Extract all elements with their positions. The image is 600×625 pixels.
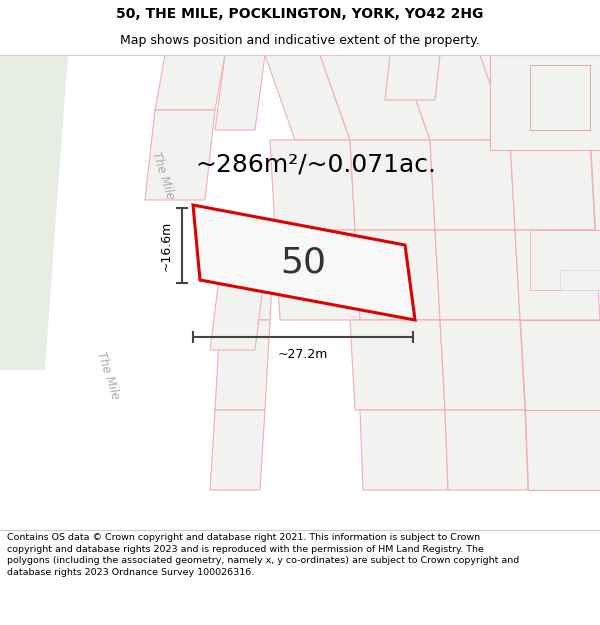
Text: Contains OS data © Crown copyright and database right 2021. This information is : Contains OS data © Crown copyright and d… [7,533,520,578]
Polygon shape [560,270,600,290]
Text: ~286m²/~0.071ac.: ~286m²/~0.071ac. [195,153,436,177]
Polygon shape [440,320,525,410]
Polygon shape [210,410,265,490]
Polygon shape [515,230,600,320]
Polygon shape [490,55,600,150]
Polygon shape [210,230,270,350]
Text: The Mile: The Mile [94,349,122,401]
Polygon shape [560,55,600,140]
Polygon shape [520,320,600,410]
Polygon shape [220,230,275,320]
Polygon shape [270,140,355,230]
Polygon shape [110,55,205,530]
Text: 50, THE MILE, POCKLINGTON, YORK, YO42 2HG: 50, THE MILE, POCKLINGTON, YORK, YO42 2H… [116,8,484,21]
Polygon shape [193,205,415,320]
Polygon shape [430,140,515,230]
Polygon shape [350,140,435,230]
Text: ~16.6m: ~16.6m [160,221,173,271]
Polygon shape [320,55,430,140]
Polygon shape [350,320,445,410]
Polygon shape [0,230,55,370]
Polygon shape [275,230,360,320]
Polygon shape [530,230,600,290]
Polygon shape [590,140,600,230]
Polygon shape [170,55,265,530]
Polygon shape [355,230,440,320]
Polygon shape [445,410,528,490]
Polygon shape [510,140,595,230]
Polygon shape [360,410,448,490]
Polygon shape [480,55,590,140]
Polygon shape [385,55,440,100]
Polygon shape [215,55,265,130]
Polygon shape [525,410,600,490]
Text: 50: 50 [280,246,326,279]
Polygon shape [265,55,350,140]
Text: Map shows position and indicative extent of the property.: Map shows position and indicative extent… [120,34,480,48]
Polygon shape [215,320,270,410]
Polygon shape [400,55,510,140]
Text: The Mile: The Mile [149,149,177,201]
Polygon shape [435,230,520,320]
Text: ~27.2m: ~27.2m [278,349,328,361]
Polygon shape [145,110,215,200]
Polygon shape [530,65,590,130]
Polygon shape [0,55,68,230]
Polygon shape [155,55,225,110]
